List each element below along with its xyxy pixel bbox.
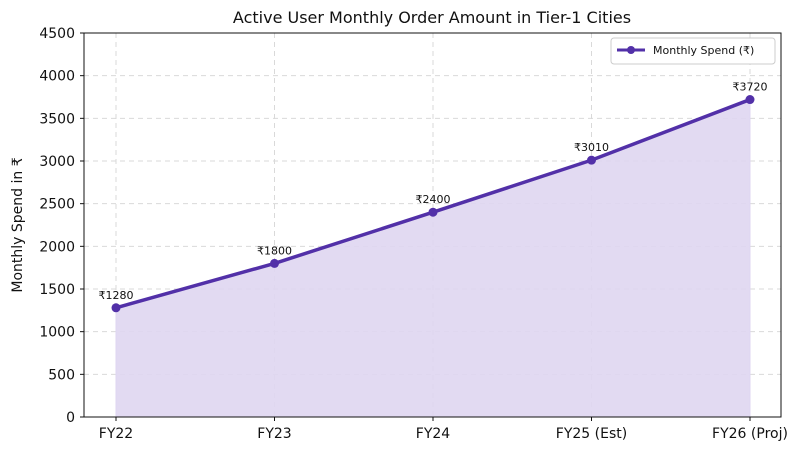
data-label: ₹2400 xyxy=(416,193,451,206)
chart-title: Active User Monthly Order Amount in Tier… xyxy=(233,8,631,27)
data-label: ₹3720 xyxy=(733,81,768,94)
x-tick-label: FY24 xyxy=(416,426,451,442)
data-points xyxy=(111,95,755,313)
legend-label: Monthly Spend (₹) xyxy=(653,44,754,57)
data-point xyxy=(745,95,755,105)
y-axis-ticks: 0 500 1000 1500 2000 2500 3000 3500 4000 4500 xyxy=(39,26,84,426)
x-axis-ticks: FY22 FY23 FY24 FY25 (Est) FY26 (Proj) xyxy=(99,417,788,442)
y-tick-label: 4000 xyxy=(39,69,75,85)
x-tick-label: FY23 xyxy=(257,426,291,442)
y-tick-label: 1000 xyxy=(39,325,75,341)
data-label: ₹3010 xyxy=(574,141,609,154)
area-fill-layer xyxy=(115,98,751,418)
data-labels: ₹1280 ₹1800 ₹2400 ₹3010 ₹3720 xyxy=(99,81,768,302)
data-label: ₹1800 xyxy=(257,244,292,257)
data-label: ₹1280 xyxy=(99,289,134,302)
y-tick-label: 2500 xyxy=(39,197,75,213)
x-tick-label: FY26 (Proj) xyxy=(712,426,788,442)
x-tick-label: FY25 (Est) xyxy=(556,426,627,442)
data-point xyxy=(587,155,596,165)
y-tick-label: 500 xyxy=(48,367,75,383)
y-tick-label: 2000 xyxy=(39,239,75,255)
y-tick-label: 1500 xyxy=(39,282,75,298)
legend: Monthly Spend (₹) xyxy=(610,37,776,65)
data-point xyxy=(270,258,279,268)
area-fill xyxy=(115,98,751,418)
y-tick-label: 4500 xyxy=(39,26,75,42)
y-tick-label: 0 xyxy=(66,410,75,426)
data-point xyxy=(111,303,121,313)
x-tick-label: FY22 xyxy=(99,426,133,442)
legend-box xyxy=(610,37,776,65)
y-tick-label: 3500 xyxy=(39,111,75,127)
y-tick-label: 3000 xyxy=(39,154,75,170)
y-axis-label: Monthly Spend in ₹ xyxy=(10,157,26,292)
data-point xyxy=(428,207,438,217)
legend-marker xyxy=(627,46,635,54)
